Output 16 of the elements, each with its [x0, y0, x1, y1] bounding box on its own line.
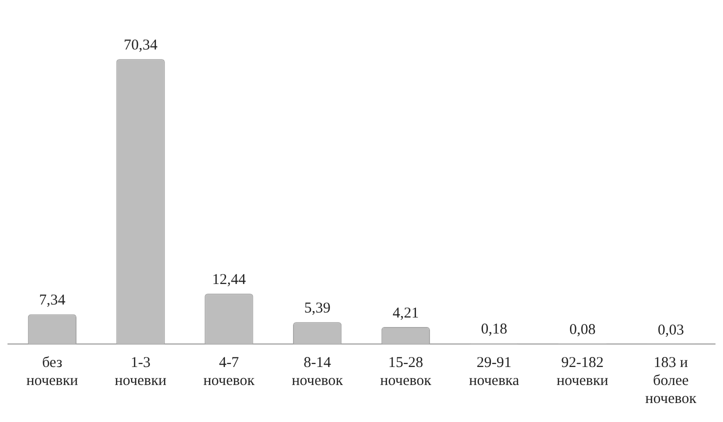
- x-tick-label: 92-182 ночевки: [556, 354, 608, 389]
- data-label: 12,44: [212, 272, 246, 288]
- data-label: 70,34: [124, 38, 158, 54]
- x-tick-label: 8-14 ночевок: [292, 354, 344, 389]
- x-tick-label: 1-3 ночевки: [114, 354, 166, 389]
- data-label: 7,34: [39, 292, 66, 309]
- x-tick-label: 15-28 ночевок: [380, 354, 432, 389]
- data-label: 0,03: [658, 322, 684, 338]
- data-label: 0,08: [569, 322, 596, 338]
- data-label: 4,21: [392, 305, 419, 322]
- x-tick-label: 29-91 ночевка: [468, 354, 520, 389]
- x-tick-label: 4-7 ночевок: [203, 354, 256, 389]
- x-tick-label: 183 и более ночевок: [645, 354, 698, 407]
- data-label: 0,18: [480, 322, 508, 338]
- x-tick-label: без ночевки: [26, 354, 78, 389]
- data-label: 5,39: [304, 300, 330, 317]
